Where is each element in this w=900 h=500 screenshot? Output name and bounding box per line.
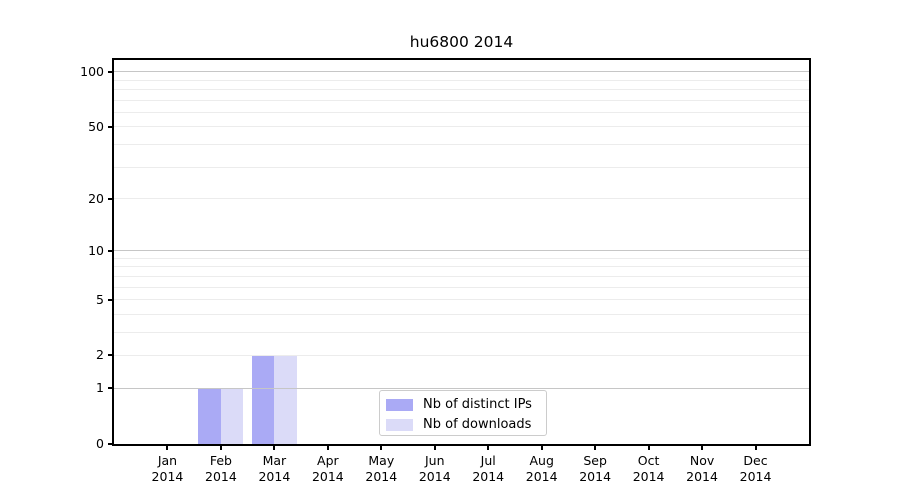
x-axis-tick (380, 444, 383, 450)
y-axis-tick-label: 20 (88, 190, 104, 206)
y-axis-tick (108, 249, 114, 252)
x-axis-tick-label: Sep 2014 (567, 453, 623, 485)
minor-gridline (114, 112, 809, 114)
x-axis-tick (326, 444, 329, 450)
x-axis-tick (273, 444, 276, 450)
x-axis-tick-label: Jun 2014 (407, 453, 463, 485)
x-tick-month: May (368, 453, 395, 468)
minor-gridline (114, 257, 809, 259)
bar-nb-of-distinct-ips-mar (251, 355, 275, 444)
x-axis-tick-label: Dec 2014 (728, 453, 784, 485)
x-tick-year: 2014 (739, 469, 772, 484)
x-axis-tick (540, 444, 543, 450)
x-tick-year: 2014 (205, 469, 237, 484)
y-axis-tick (108, 125, 114, 128)
minor-gridline (114, 99, 809, 101)
minor-gridline (114, 299, 809, 301)
x-axis-tick-label: May 2014 (353, 453, 409, 485)
x-axis-tick (433, 444, 436, 450)
y-axis-tick (108, 354, 114, 357)
x-tick-month: Aug (529, 453, 554, 468)
x-axis-tick-label: Feb 2014 (193, 453, 249, 485)
plot-area (112, 58, 811, 446)
minor-gridline (114, 275, 809, 277)
y-axis-tick (108, 197, 114, 200)
y-axis-tick-label: 1 (96, 380, 104, 396)
y-axis-tick-label: 100 (80, 63, 104, 79)
x-axis-tick (701, 444, 704, 450)
x-tick-year: 2014 (151, 469, 184, 484)
major-gridline (114, 387, 809, 389)
x-tick-month: Nov (689, 453, 715, 468)
legend: Nb of distinct IPs Nb of downloads (379, 390, 547, 436)
x-axis-tick-label: Oct 2014 (621, 453, 677, 485)
x-tick-month: Mar (262, 453, 287, 468)
x-tick-year: 2014 (686, 469, 718, 484)
y-axis-tick-label: 2 (96, 347, 104, 363)
major-gridline (114, 250, 809, 252)
legend-label-downloads: Nb of downloads (423, 417, 532, 432)
minor-gridline (114, 79, 809, 81)
y-axis-tick-label: 5 (96, 291, 104, 307)
legend-entry-downloads: Nb of downloads (386, 415, 546, 434)
legend-entry-distinct-ips: Nb of distinct IPs (386, 395, 546, 414)
x-tick-year: 2014 (311, 469, 344, 484)
x-tick-year: 2014 (472, 469, 505, 484)
chart-title: hu6800 2014 (409, 33, 514, 51)
minor-gridline (114, 331, 809, 333)
x-tick-year: 2014 (579, 469, 612, 484)
x-tick-year: 2014 (418, 469, 451, 484)
x-axis-tick (594, 444, 597, 450)
x-tick-month: Oct (637, 453, 660, 468)
x-axis-tick-label: Nov 2014 (674, 453, 730, 485)
y-axis-tick-label: 50 (88, 118, 104, 134)
x-axis-tick (487, 444, 490, 450)
x-tick-month: Sep (583, 453, 607, 468)
y-axis-tick-label: 0 (96, 436, 104, 451)
x-axis-tick (754, 444, 757, 450)
minor-gridline (114, 266, 809, 268)
minor-gridline (114, 286, 809, 288)
minor-gridline (114, 198, 809, 199)
legend-swatch-distinct-ips (386, 398, 413, 411)
y-axis-tick (108, 443, 114, 445)
x-tick-year: 2014 (258, 469, 291, 484)
x-tick-month: Jul (480, 453, 496, 468)
x-tick-month: Feb (209, 453, 232, 468)
minor-gridline (114, 89, 809, 91)
x-axis-tick-label: Apr 2014 (300, 453, 356, 485)
x-tick-month: Jun (425, 453, 445, 468)
y-axis-tick (108, 70, 114, 73)
x-axis-tick-label: Jul 2014 (460, 453, 516, 485)
major-gridline (114, 71, 809, 73)
x-axis-tick (166, 444, 169, 450)
y-axis-tick (108, 387, 114, 390)
minor-gridline (114, 354, 809, 356)
y-axis-tick (108, 298, 114, 301)
x-axis-tick-label: Jan 2014 (139, 453, 195, 485)
minor-gridline (114, 126, 809, 128)
x-axis-tick-label: Mar 2014 (246, 453, 302, 485)
x-tick-year: 2014 (525, 469, 558, 484)
x-axis-tick (219, 444, 222, 450)
bar-nb-of-distinct-ips-feb (198, 388, 221, 444)
minor-gridline (114, 313, 809, 315)
x-axis-tick-label: Aug 2014 (514, 453, 570, 485)
legend-label-distinct-ips: Nb of distinct IPs (423, 397, 532, 412)
x-tick-year: 2014 (365, 469, 398, 484)
bar-nb-of-downloads-mar (274, 355, 297, 444)
x-tick-month: Dec (743, 453, 768, 468)
x-axis-tick (647, 444, 650, 450)
minor-gridline (114, 166, 809, 168)
x-tick-year: 2014 (632, 469, 665, 484)
y-axis-tick-label: 10 (88, 242, 104, 258)
legend-swatch-downloads (386, 418, 413, 431)
bar-nb-of-downloads-feb (220, 388, 244, 444)
minor-gridline (114, 144, 809, 146)
x-tick-month: Jan (157, 453, 178, 468)
x-tick-month: Apr (317, 453, 339, 468)
